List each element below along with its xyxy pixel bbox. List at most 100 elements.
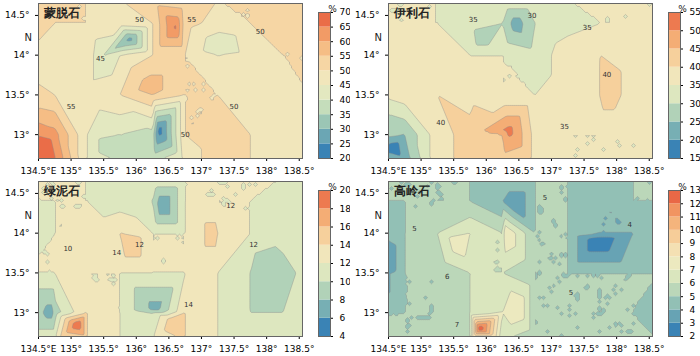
svg-text:135.5°: 135.5° — [89, 344, 119, 354]
svg-text:高岭石: 高岭石 — [394, 184, 430, 198]
svg-text:40: 40 — [602, 71, 611, 79]
svg-text:15: 15 — [690, 153, 700, 163]
svg-text:8: 8 — [690, 252, 696, 262]
svg-text:13.5°: 13.5° — [5, 90, 30, 100]
svg-text:137.5°: 137.5° — [569, 166, 599, 176]
svg-text:35: 35 — [560, 123, 569, 131]
svg-text:12: 12 — [226, 202, 235, 210]
svg-text:30: 30 — [690, 99, 700, 109]
svg-text:35: 35 — [340, 110, 351, 120]
svg-text:137.5°: 137.5° — [569, 344, 599, 354]
svg-text:6: 6 — [445, 273, 450, 281]
svg-text:13.5°: 13.5° — [355, 90, 380, 100]
svg-text:50: 50 — [135, 16, 144, 24]
svg-text:50: 50 — [181, 131, 190, 139]
svg-text:35: 35 — [690, 80, 700, 90]
svg-text:18: 18 — [340, 204, 351, 214]
svg-text:25: 25 — [690, 117, 700, 127]
svg-text:136°: 136° — [475, 166, 497, 176]
svg-text:30: 30 — [527, 12, 536, 20]
svg-text:138°: 138° — [606, 166, 628, 176]
svg-text:8: 8 — [340, 295, 346, 305]
svg-text:3: 3 — [690, 318, 696, 328]
svg-text:40: 40 — [340, 95, 351, 105]
svg-text:135.5°: 135.5° — [439, 166, 469, 176]
svg-text:5: 5 — [690, 292, 696, 302]
svg-text:138°: 138° — [256, 166, 278, 176]
svg-text:N: N — [25, 32, 32, 43]
svg-text:14°: 14° — [14, 228, 30, 238]
svg-text:14: 14 — [184, 301, 193, 309]
svg-text:137.5°: 137.5° — [219, 166, 249, 176]
svg-text:12: 12 — [249, 241, 258, 249]
svg-text:16: 16 — [340, 222, 351, 232]
svg-text:55: 55 — [340, 51, 351, 61]
svg-text:40: 40 — [690, 62, 700, 72]
svg-text:35: 35 — [583, 24, 592, 32]
svg-text:136.5°: 136.5° — [504, 166, 534, 176]
svg-text:138.5°: 138.5° — [284, 166, 314, 176]
svg-text:13: 13 — [690, 185, 700, 195]
svg-text:13.5°: 13.5° — [5, 268, 30, 278]
svg-text:136.5°: 136.5° — [154, 344, 184, 354]
svg-text:13°: 13° — [14, 308, 30, 318]
svg-text:10: 10 — [690, 225, 700, 235]
svg-text:绿泥石: 绿泥石 — [43, 184, 80, 198]
svg-text:65: 65 — [340, 22, 351, 32]
svg-text:7: 7 — [455, 321, 459, 329]
svg-text:13.5°: 13.5° — [355, 268, 380, 278]
svg-text:9: 9 — [690, 238, 696, 248]
svg-text:135°: 135° — [410, 344, 432, 354]
svg-text:蒙脱石: 蒙脱石 — [43, 6, 80, 20]
svg-text:137°: 137° — [541, 166, 563, 176]
svg-text:45: 45 — [690, 44, 700, 54]
svg-text:13°: 13° — [364, 130, 380, 140]
svg-text:137°: 137° — [541, 344, 563, 354]
svg-text:136°: 136° — [125, 166, 147, 176]
svg-text:135°: 135° — [60, 344, 82, 354]
svg-text:14.5°: 14.5° — [5, 10, 30, 20]
svg-text:136°: 136° — [475, 344, 497, 354]
svg-text:11: 11 — [690, 212, 700, 222]
svg-text:10: 10 — [340, 277, 351, 287]
svg-text:13°: 13° — [14, 130, 30, 140]
svg-text:137.5°: 137.5° — [219, 344, 249, 354]
svg-text:2: 2 — [690, 331, 696, 341]
svg-text:14°: 14° — [14, 50, 30, 60]
svg-text:5: 5 — [569, 289, 573, 297]
svg-text:45: 45 — [340, 80, 351, 90]
svg-text:50: 50 — [256, 28, 265, 36]
svg-text:55: 55 — [187, 16, 196, 24]
svg-text:138.5°: 138.5° — [284, 344, 314, 354]
svg-text:13°: 13° — [364, 308, 380, 318]
svg-text:50: 50 — [230, 103, 239, 111]
svg-text:14°: 14° — [364, 228, 380, 238]
svg-text:20: 20 — [340, 153, 351, 163]
svg-text:40: 40 — [436, 119, 445, 127]
svg-text:N: N — [375, 210, 382, 221]
svg-text:138.5°: 138.5° — [634, 166, 664, 176]
svg-text:4: 4 — [340, 331, 346, 341]
svg-text:137°: 137° — [191, 344, 213, 354]
svg-text:N: N — [25, 210, 32, 221]
svg-text:30: 30 — [340, 124, 351, 134]
svg-text:137°: 137° — [191, 166, 213, 176]
svg-text:55: 55 — [67, 103, 76, 111]
svg-text:55: 55 — [690, 7, 700, 17]
svg-text:134.5°E: 134.5°E — [371, 166, 407, 176]
svg-text:50: 50 — [340, 66, 351, 76]
svg-text:135°: 135° — [410, 166, 432, 176]
svg-text:14: 14 — [340, 240, 351, 250]
svg-text:45: 45 — [96, 55, 105, 63]
svg-text:135°: 135° — [60, 166, 82, 176]
svg-text:134.5°E: 134.5°E — [371, 344, 407, 354]
svg-text:14.5°: 14.5° — [5, 188, 30, 198]
svg-text:134.5°E: 134.5°E — [21, 344, 57, 354]
svg-text:138°: 138° — [606, 344, 628, 354]
svg-text:6: 6 — [340, 313, 346, 323]
svg-text:135.5°: 135.5° — [89, 166, 119, 176]
svg-text:14: 14 — [112, 249, 121, 257]
svg-text:12: 12 — [135, 241, 144, 249]
svg-text:138°: 138° — [256, 344, 278, 354]
svg-text:138.5°: 138.5° — [634, 344, 664, 354]
